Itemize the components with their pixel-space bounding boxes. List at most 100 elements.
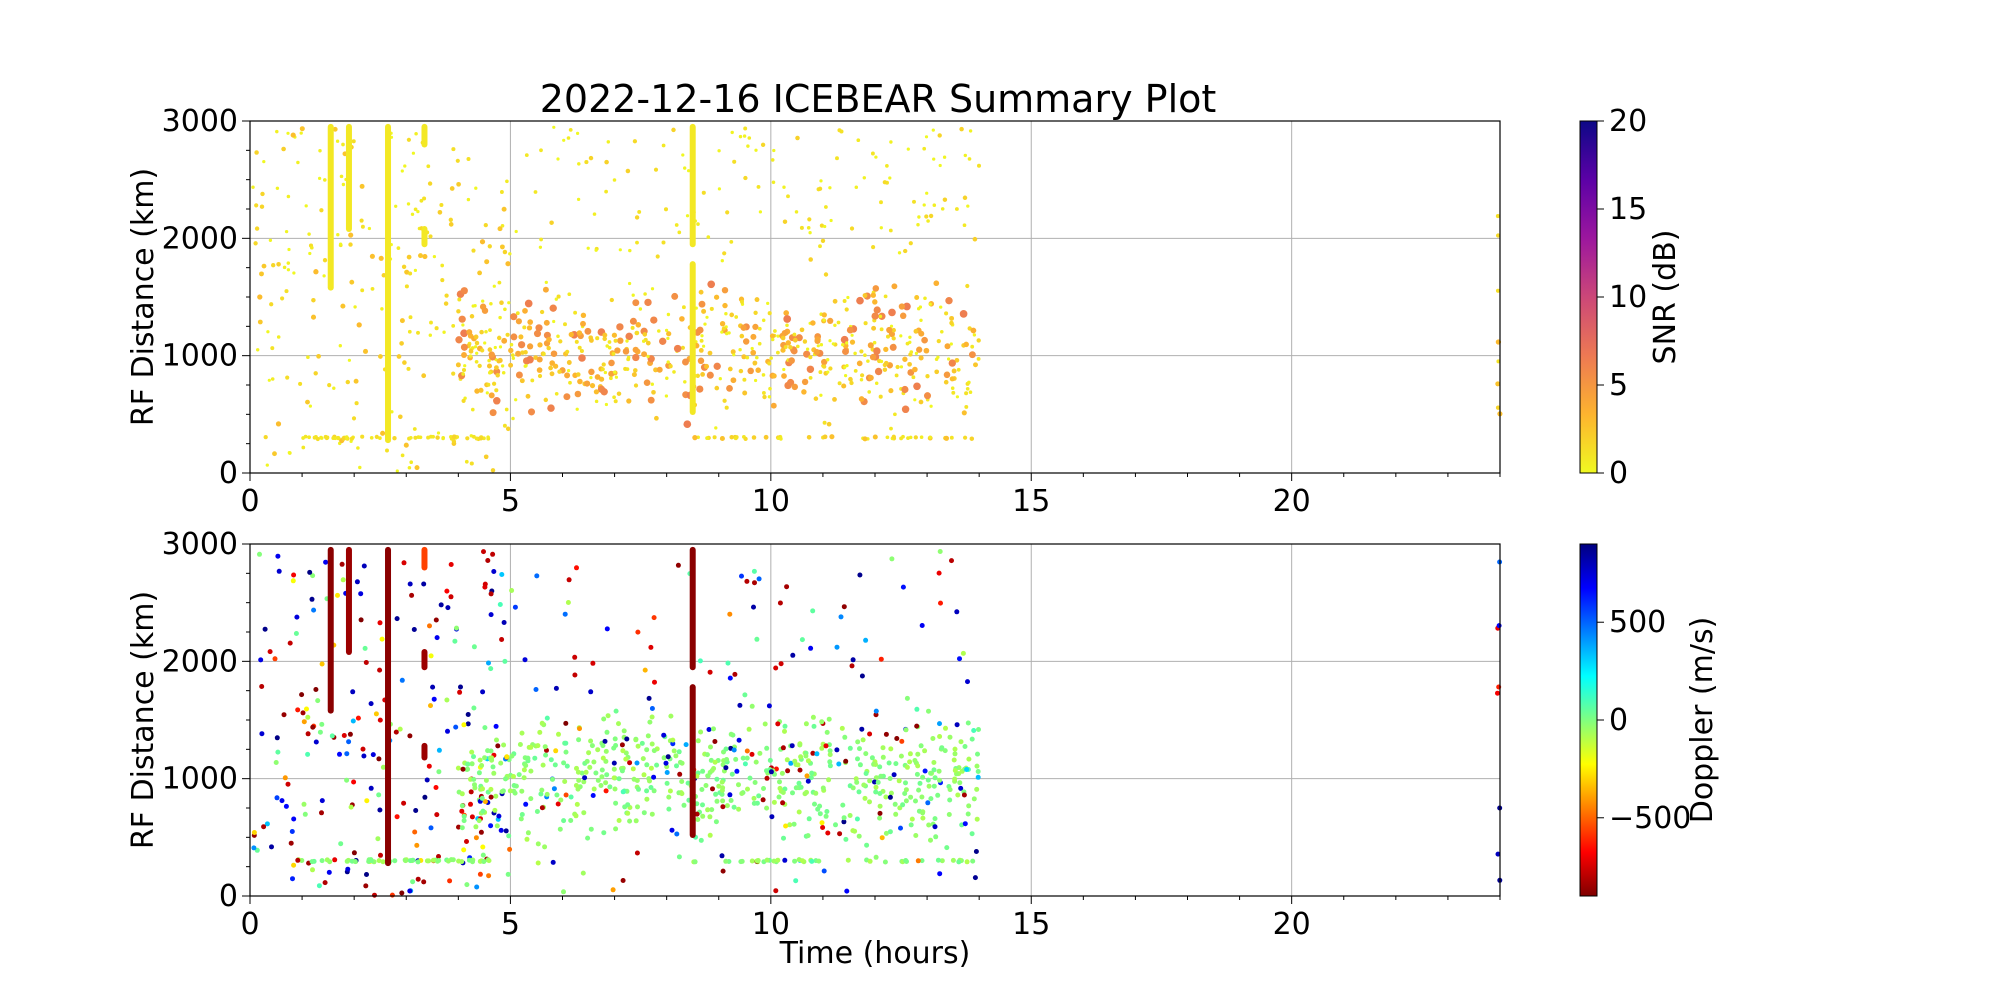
doppler-data-point — [646, 695, 652, 701]
doppler-data-point — [810, 714, 816, 720]
doppler-data-point — [936, 570, 942, 576]
doppler-data-point — [966, 803, 972, 809]
snr-data-point — [478, 387, 484, 393]
snr-data-point — [726, 385, 733, 392]
doppler-data-point — [775, 721, 781, 727]
snr-data-point — [1495, 288, 1501, 293]
doppler-data-point — [424, 777, 430, 783]
snr-data-point — [602, 332, 608, 338]
snr-data-point — [381, 273, 387, 278]
snr-data-point — [401, 264, 407, 270]
doppler-data-point — [488, 591, 494, 597]
doppler-data-point — [760, 797, 766, 803]
snr-data-point — [625, 168, 631, 174]
snr-data-point — [913, 398, 917, 402]
snr-data-point — [843, 365, 847, 369]
snr-data-point — [526, 325, 533, 331]
doppler-data-point — [464, 882, 470, 888]
snr-data-point — [754, 297, 760, 303]
snr-data-point — [750, 349, 757, 356]
doppler-data-point — [456, 858, 462, 864]
snr-data-point — [942, 155, 947, 159]
snr-data-point — [925, 191, 929, 195]
doppler-data-point — [544, 791, 550, 797]
doppler-data-point — [434, 635, 440, 641]
doppler-data-point — [361, 753, 367, 759]
snr-data-point — [683, 420, 692, 429]
doppler-data-point — [780, 745, 786, 751]
snr-data-point — [907, 361, 912, 367]
snr-data-point — [968, 351, 976, 359]
doppler-x-axis-label: Time (hours) — [779, 936, 971, 971]
doppler-data-point — [799, 858, 805, 864]
snr-data-point — [341, 182, 346, 187]
snr-data-point — [468, 348, 474, 354]
snr-data-point — [519, 378, 525, 384]
doppler-data-point — [651, 788, 657, 794]
snr-data-point — [461, 372, 465, 376]
doppler-data-point — [368, 701, 374, 707]
snr-data-point — [685, 214, 690, 218]
snr-data-point — [301, 445, 306, 450]
snr-data-point — [913, 328, 919, 334]
snr-data-point — [402, 360, 407, 365]
doppler-data-point — [434, 812, 440, 818]
doppler-data-point — [933, 834, 939, 840]
snr-data-point — [260, 191, 265, 197]
doppler-data-point — [301, 719, 307, 725]
doppler-data-point — [661, 755, 667, 761]
snr-data-point — [416, 209, 420, 214]
snr-colorbar-tick-label: 20 — [1609, 104, 1647, 139]
snr-data-point — [511, 356, 516, 361]
snr-data-point — [821, 358, 828, 366]
snr-data-point — [485, 391, 489, 395]
snr-data-point — [327, 383, 332, 388]
snr-data-point — [427, 181, 433, 186]
snr-data-point — [479, 239, 486, 245]
doppler-data-point — [273, 760, 279, 765]
doppler-x-tick-label: 0 — [240, 907, 259, 942]
doppler-data-point — [651, 748, 657, 754]
doppler-data-point — [860, 737, 866, 743]
doppler-data-point — [695, 738, 701, 744]
snr-colorbar-tick-label: 5 — [1609, 368, 1628, 403]
doppler-data-point — [899, 738, 905, 744]
doppler-data-point — [867, 858, 873, 864]
doppler-data-point — [509, 588, 515, 593]
snr-data-point — [589, 375, 593, 380]
snr-data-point — [771, 180, 776, 185]
snr-data-point — [385, 448, 389, 453]
snr-data-point — [871, 245, 876, 250]
snr-data-point — [537, 342, 543, 348]
snr-data-point — [404, 269, 410, 275]
doppler-data-point — [782, 857, 788, 863]
snr-data-point — [657, 329, 661, 333]
snr-data-point — [918, 355, 924, 361]
snr-data-point — [888, 228, 893, 233]
snr-data-point — [588, 337, 594, 343]
snr-data-point — [262, 159, 266, 164]
doppler-data-point — [784, 757, 790, 763]
doppler-data-point — [663, 760, 669, 766]
snr-data-point — [426, 435, 431, 440]
doppler-data-point — [413, 808, 419, 813]
doppler-data-point — [1495, 690, 1500, 696]
snr-data-point — [315, 436, 320, 442]
doppler-data-point — [806, 816, 812, 822]
doppler-data-point — [965, 679, 970, 685]
snr-data-point — [863, 353, 867, 358]
snr-data-point — [724, 311, 728, 316]
snr-data-point — [253, 241, 258, 246]
doppler-data-point — [483, 777, 489, 783]
snr-data-point — [613, 338, 618, 343]
doppler-data-point — [261, 824, 267, 830]
doppler-data-point — [893, 811, 899, 817]
doppler-data-point — [667, 788, 673, 794]
doppler-data-point — [415, 876, 421, 882]
snr-data-point — [828, 186, 832, 190]
doppler-data-point — [346, 739, 352, 745]
snr-data-point — [1495, 381, 1501, 387]
doppler-data-point — [649, 706, 655, 711]
snr-data-point — [270, 377, 275, 381]
snr-data-point — [268, 238, 273, 242]
